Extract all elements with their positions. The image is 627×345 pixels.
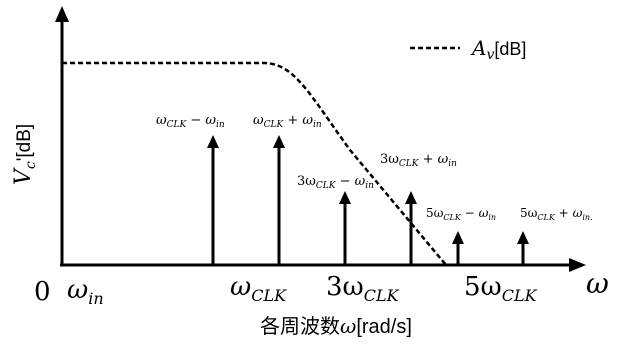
label-3clk-minus-in: 3ωCLK − ωin bbox=[297, 174, 374, 191]
origin-label: 0 bbox=[34, 277, 51, 307]
label-3clk-plus-in: 3ωCLK + ωin bbox=[380, 152, 457, 169]
label-clk-plus-in: ωCLK + ωin bbox=[253, 113, 322, 130]
spectral-line-5clk-plus-in bbox=[517, 231, 529, 264]
x-tick-3wclk: 3ωCLK bbox=[326, 272, 400, 305]
label-clk-minus-in: ωCLK − ωin bbox=[156, 113, 225, 130]
spectral-line-clk-minus-in bbox=[207, 135, 219, 264]
spectral-line-3clk-minus-in bbox=[339, 191, 351, 264]
x-axis-title: 各周波数ω[rad/s] bbox=[260, 314, 412, 338]
amplitude-response-curve bbox=[62, 61, 447, 266]
x-tick-wclk: ωCLK bbox=[230, 272, 287, 305]
spectral-line-clk-plus-in bbox=[273, 135, 285, 264]
x-tick-win: ωin bbox=[67, 275, 104, 308]
spectral-line-3clk-plus-in bbox=[405, 191, 417, 264]
spectral-line-5clk-minus-in bbox=[452, 231, 464, 264]
label-5clk-plus-in: 5ωCLK + ωin. bbox=[520, 206, 593, 222]
x-axis-symbol: ω bbox=[586, 267, 609, 300]
y-axis-arrowhead bbox=[55, 6, 69, 22]
label-5clk-minus-in: 5ωCLK − ωin bbox=[426, 206, 496, 222]
x-axis-arrowhead bbox=[569, 258, 586, 272]
legend-label: Av[dB] bbox=[470, 36, 526, 63]
y-axis-label: Vc'[dB] bbox=[11, 124, 39, 185]
x-tick-5wclk: 5ωCLK bbox=[464, 272, 538, 305]
